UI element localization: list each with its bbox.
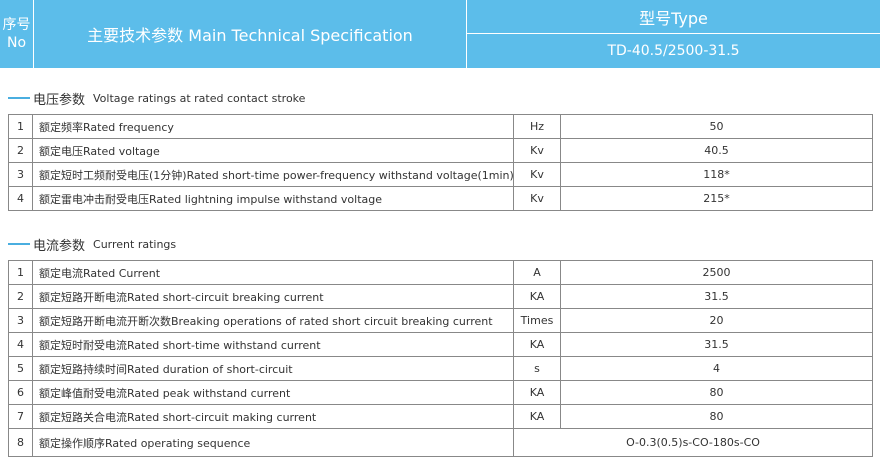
unit: Kv <box>513 186 561 211</box>
section-title-en: Current ratings <box>93 237 177 251</box>
unit: A <box>513 260 561 285</box>
description: 额定短路持续时间Rated duration of short-circuit <box>32 356 514 381</box>
unit: KA <box>513 332 561 357</box>
spec-row: 1 额定电流Rated Current A 2500 <box>8 260 873 285</box>
description: 额定短时耐受电流Rated short-time withstand curre… <box>32 332 514 357</box>
unit: KA <box>513 404 561 429</box>
no-cell: 序号 No <box>0 0 34 68</box>
spec-row: 2 额定短路开断电流Rated short-circuit breaking cu… <box>8 284 873 309</box>
description: 额定电压Rated voltage <box>32 138 514 163</box>
description: 额定电流Rated Current <box>32 260 514 285</box>
unit: KA <box>513 380 561 405</box>
spec-row: 3 额定短时工频耐受电压(1分钟)Rated short-time power-f… <box>8 162 873 187</box>
section-title-cn: 电流参数 <box>33 238 86 254</box>
description: 额定短路关合电流Rated short-circuit making curre… <box>32 404 514 429</box>
row-no: 2 <box>8 284 33 309</box>
value: 20 <box>560 308 873 333</box>
description: 额定雷电冲击耐受电压Rated lightning impulse withst… <box>32 186 514 211</box>
row-no: 8 <box>8 428 33 457</box>
unit: Hz <box>513 114 561 139</box>
description: 额定峰值耐受电流Rated peak withstand current <box>32 380 514 405</box>
description: 额定频率Rated frequency <box>32 114 514 139</box>
value: 50 <box>560 114 873 139</box>
unit: KA <box>513 284 561 309</box>
type-label: 型号Type <box>467 0 880 34</box>
value: 4 <box>560 356 873 381</box>
value: 215* <box>560 186 873 211</box>
no-cn: 序号 <box>2 17 31 33</box>
row-no: 3 <box>8 162 33 187</box>
spec-row: 3 额定短路开断电流开断次数Breaking operations of rate… <box>8 308 873 333</box>
unit: Times <box>513 308 561 333</box>
row-no: 4 <box>8 332 33 357</box>
section-title-cn: 电压参数 <box>33 92 86 108</box>
header: 序号 No 主要技术参数 Main Technical Specificatio… <box>0 0 880 68</box>
value: 40.5 <box>560 138 873 163</box>
row-no: 3 <box>8 308 33 333</box>
section-title: 电流参数 Current ratings <box>8 234 176 254</box>
description: 额定操作顺序Rated operating sequence <box>32 428 514 457</box>
no-en: No <box>6 35 27 51</box>
section-title-en: Voltage ratings at rated contact stroke <box>93 91 306 105</box>
row-no: 7 <box>8 404 33 429</box>
description: 额定短时工频耐受电压(1分钟)Rated short-time power-fr… <box>32 162 514 187</box>
spec-row: 4 额定短时耐受电流Rated short-time withstand curr… <box>8 332 873 357</box>
section-title: 电压参数 Voltage ratings at rated contact str… <box>8 88 305 108</box>
value: 2500 <box>560 260 873 285</box>
spec-table: 1 额定电流Rated Current A 2500 2 额定短路开断电流Rated sh… <box>8 260 873 457</box>
spec-row: 4 额定雷电冲击耐受电压Rated lightning impulse withs… <box>8 186 873 211</box>
model: TD-40.5/2500-31.5 <box>607 43 740 59</box>
header-title: 主要技术参数 Main Technical Specification <box>34 0 467 68</box>
row-no: 4 <box>8 186 33 211</box>
value: 80 <box>560 404 873 429</box>
spec-row: 1 额定频率Rated frequency Hz 50 <box>8 114 873 139</box>
description: 额定短路开断电流Rated short-circuit breaking cur… <box>32 284 514 309</box>
unit: Kv <box>513 162 561 187</box>
row-no: 1 <box>8 260 33 285</box>
value: 31.5 <box>560 332 873 357</box>
row-no: 5 <box>8 356 33 381</box>
value: 118* <box>560 162 873 187</box>
description: 额定短路开断电流开断次数Breaking operations of rated… <box>32 308 514 333</box>
unit: s <box>513 356 561 381</box>
value: 31.5 <box>560 284 873 309</box>
spec-row: 8 额定操作顺序Rated operating sequence O-0.3(0.5… <box>8 428 873 457</box>
row-no: 2 <box>8 138 33 163</box>
spec-row: 7 额定短路关合电流Rated short-circuit making curr… <box>8 404 873 429</box>
spec-table: 1 额定频率Rated frequency Hz 50 2 额定电压Rated volta… <box>8 114 873 211</box>
unit: Kv <box>513 138 561 163</box>
spec-row: 5 额定短路持续时间Rated duration of short-circuit… <box>8 356 873 381</box>
spec-row: 2 额定电压Rated voltage Kv 40.5 <box>8 138 873 163</box>
value: 80 <box>560 380 873 405</box>
section-bar <box>8 243 30 245</box>
row-no: 1 <box>8 114 33 139</box>
section-bar <box>8 97 30 99</box>
spec-row: 6 额定峰值耐受电流Rated peak withstand current KA 8… <box>8 380 873 405</box>
row-no: 6 <box>8 380 33 405</box>
value: O-0.3(0.5)s-CO-180s-CO <box>513 428 873 457</box>
